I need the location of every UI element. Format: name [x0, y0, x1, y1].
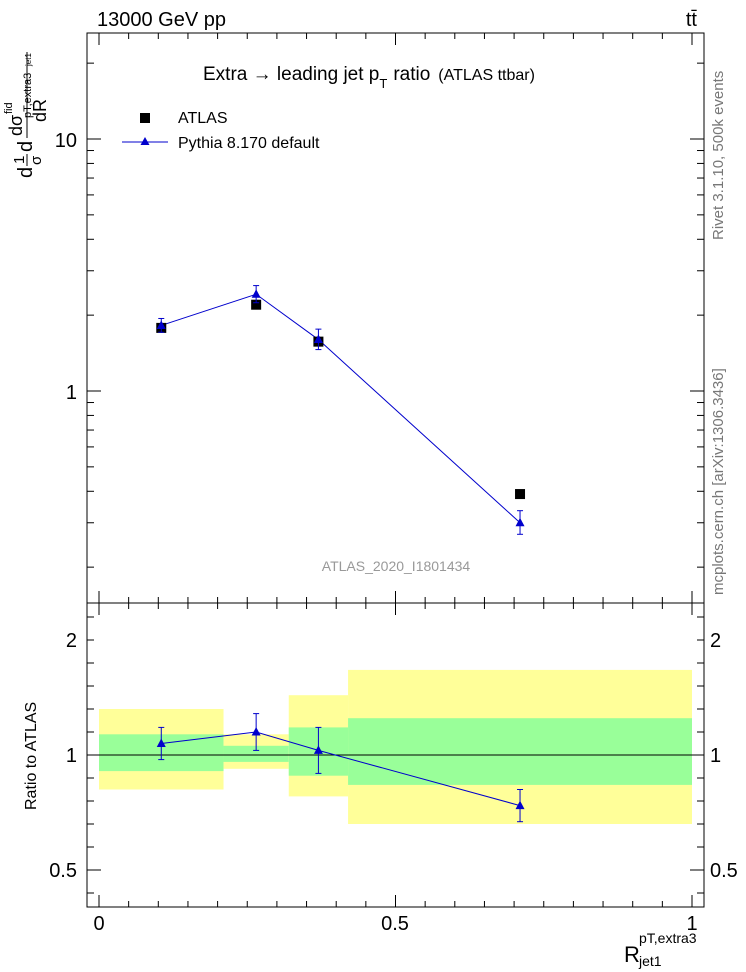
pythia-series-line [161, 293, 521, 524]
ylabel-sub-pt: pT,extra3 [22, 73, 34, 118]
xlabel-sup: pT,extra3 [639, 930, 697, 946]
pythia-point [156, 320, 166, 329]
ratio-panel: 0.5 1 2 0.5 1 2 0 0.5 1 Ratio to ATLAS R… [23, 602, 738, 969]
legend: ATLAS Pythia 8.170 default [122, 110, 320, 152]
ratio-data-layer [156, 713, 525, 823]
ratio-pythia-line [161, 731, 521, 807]
main-data-layer [156, 285, 526, 535]
xlabel-main: R [624, 942, 640, 967]
ratio-pythia-point [251, 727, 261, 736]
ratio-pythia-point [515, 800, 525, 810]
ratio-ytick-right-0.5: 0.5 [710, 860, 738, 882]
ratio-y-ticks [87, 616, 704, 894]
ratio-ytick-right-2: 2 [710, 630, 721, 652]
chart-title-main: Extra → leading jet p [203, 64, 379, 85]
ratio-y-axis-label: Ratio to ATLAS [23, 702, 40, 810]
atlas-point [515, 489, 526, 500]
main-x-ticks [98, 33, 693, 603]
ylabel-sub-jet: jet1 [24, 53, 33, 67]
legend-label-pythia: Pythia 8.170 default [178, 135, 320, 152]
ylabel-frac-den: σ [28, 155, 45, 165]
ratio-pythia-point [313, 745, 323, 754]
ratio-ytick-left-2: 2 [66, 630, 77, 652]
rivet-version-label: Rivet 3.1.10, 500k events [710, 71, 727, 240]
ratio-pythia-point [156, 738, 166, 747]
pythia-point [515, 517, 525, 527]
chart-title-sub: T [379, 76, 387, 91]
legend-marker-pythia [140, 137, 150, 145]
ylabel-dR: dR [30, 99, 50, 122]
chart-title-tail: ratio [393, 64, 430, 85]
ratio-xtick-0: 0 [93, 913, 104, 935]
chart-title: Extra → leading jet pT ratio (ATLAS ttbar) [203, 64, 535, 91]
header-right: tt̄ [686, 9, 698, 31]
analysis-label: ATLAS_2020_I1801434 [322, 558, 471, 574]
ratio-ytick-left-1: 1 [66, 745, 77, 767]
main-panel: 1 10 Extra → leading jet pT ratio (ATLAS t… [55, 32, 705, 604]
chart-title-note: (ATLAS ttbar) [438, 67, 535, 84]
main-ytick-label-1: 1 [66, 382, 77, 404]
source-label: mcplots.cern.ch [arXiv:1306.3436] [710, 368, 727, 595]
ylabel-dsigma: dσ [6, 115, 26, 136]
main-y-ticks [87, 62, 704, 568]
pythia-point [251, 289, 261, 298]
pythia-point [313, 334, 323, 344]
ratio-ytick-right-1: 1 [710, 745, 721, 767]
ratio-bands [99, 669, 692, 824]
ratio-xtick-0.5: 0.5 [381, 913, 409, 935]
legend-marker-atlas [140, 113, 150, 123]
ratio-band-green [223, 745, 289, 762]
ratio-ytick-left-0.5: 0.5 [49, 860, 77, 882]
ratio-x-ticks [98, 603, 693, 907]
ylabel-fid: fid [3, 102, 15, 114]
legend-label-atlas: ATLAS [178, 110, 228, 127]
header-left: 13000 GeV pp [97, 9, 226, 31]
ylabel-d1: d [15, 167, 37, 178]
ratio-xtick-1: 1 [686, 913, 697, 935]
main-ytick-label-10: 10 [55, 130, 77, 152]
x-axis-label: R pT,extra3 jet1 [624, 930, 697, 969]
ratio-band-green [348, 718, 692, 785]
atlas-point [251, 299, 262, 310]
main-y-axis-label: d 1 σ d dσ fid pT,extra3 jet1 dR [3, 52, 50, 178]
ylabel-frac-num: 1 [11, 156, 28, 164]
ylabel-d2: d [15, 141, 37, 152]
xlabel-sub: jet1 [638, 953, 662, 969]
